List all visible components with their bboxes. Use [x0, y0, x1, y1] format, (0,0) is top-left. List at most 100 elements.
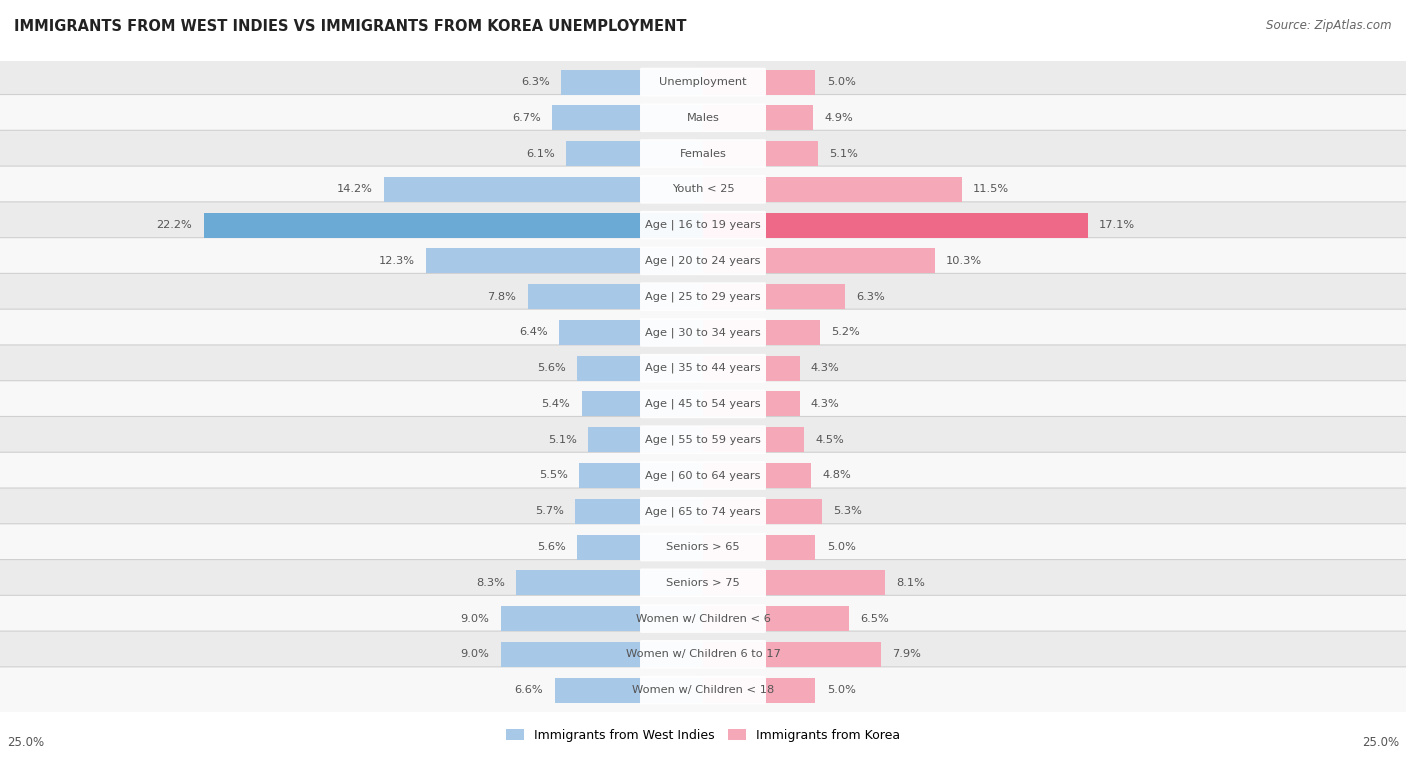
Text: Age | 16 to 19 years: Age | 16 to 19 years	[645, 220, 761, 230]
Text: Age | 35 to 44 years: Age | 35 to 44 years	[645, 363, 761, 373]
Bar	[565, 141, 703, 166]
Text: Source: ZipAtlas.com: Source: ZipAtlas.com	[1267, 19, 1392, 32]
Text: 5.6%: 5.6%	[537, 542, 565, 552]
Bar	[703, 427, 804, 452]
Text: 5.4%: 5.4%	[541, 399, 571, 409]
Bar	[703, 70, 815, 95]
Bar	[703, 606, 849, 631]
Bar	[703, 320, 820, 345]
FancyBboxPatch shape	[0, 202, 1406, 248]
Text: Unemployment: Unemployment	[659, 77, 747, 87]
Bar	[575, 499, 703, 524]
Text: 8.1%: 8.1%	[897, 578, 925, 587]
Bar	[204, 213, 703, 238]
FancyBboxPatch shape	[0, 452, 1406, 499]
Text: 4.3%: 4.3%	[811, 399, 839, 409]
Text: 6.1%: 6.1%	[526, 148, 554, 158]
Bar	[703, 678, 815, 702]
Text: 10.3%: 10.3%	[946, 256, 981, 266]
Text: Age | 45 to 54 years: Age | 45 to 54 years	[645, 399, 761, 410]
Bar	[703, 356, 800, 381]
Text: Age | 65 to 74 years: Age | 65 to 74 years	[645, 506, 761, 516]
FancyBboxPatch shape	[0, 524, 1406, 570]
FancyBboxPatch shape	[0, 309, 1406, 356]
Bar	[703, 177, 962, 202]
Text: Seniors > 65: Seniors > 65	[666, 542, 740, 552]
Bar	[527, 284, 703, 309]
Bar	[703, 213, 1088, 238]
Text: 7.8%: 7.8%	[488, 291, 516, 301]
FancyBboxPatch shape	[640, 676, 766, 705]
Bar	[703, 391, 800, 416]
Text: 14.2%: 14.2%	[336, 185, 373, 195]
Text: 6.4%: 6.4%	[519, 328, 548, 338]
Text: 25.0%: 25.0%	[1362, 737, 1399, 749]
Text: 5.1%: 5.1%	[830, 148, 858, 158]
FancyBboxPatch shape	[640, 247, 766, 276]
FancyBboxPatch shape	[640, 139, 766, 168]
Text: 6.6%: 6.6%	[515, 685, 543, 695]
Text: Age | 30 to 34 years: Age | 30 to 34 years	[645, 327, 761, 338]
Text: Males: Males	[686, 113, 720, 123]
FancyBboxPatch shape	[0, 559, 1406, 606]
Text: 7.9%: 7.9%	[891, 650, 921, 659]
Text: 5.2%: 5.2%	[831, 328, 860, 338]
Text: 6.3%: 6.3%	[856, 291, 884, 301]
Text: 4.3%: 4.3%	[811, 363, 839, 373]
Bar	[703, 642, 880, 667]
Bar	[553, 105, 703, 130]
FancyBboxPatch shape	[640, 67, 766, 96]
Text: Age | 20 to 24 years: Age | 20 to 24 years	[645, 256, 761, 266]
FancyBboxPatch shape	[0, 59, 1406, 105]
Bar	[384, 177, 703, 202]
Text: Women w/ Children < 18: Women w/ Children < 18	[631, 685, 775, 695]
Bar	[582, 391, 703, 416]
Bar	[588, 427, 703, 452]
FancyBboxPatch shape	[640, 604, 766, 633]
FancyBboxPatch shape	[640, 354, 766, 382]
Bar	[501, 642, 703, 667]
Text: 4.8%: 4.8%	[823, 471, 851, 481]
Bar	[703, 463, 811, 488]
FancyBboxPatch shape	[0, 381, 1406, 427]
Bar	[576, 534, 703, 559]
Bar	[554, 678, 703, 702]
Bar	[516, 570, 703, 595]
Text: Youth < 25: Youth < 25	[672, 185, 734, 195]
Bar	[703, 105, 813, 130]
Legend: Immigrants from West Indies, Immigrants from Korea: Immigrants from West Indies, Immigrants …	[501, 724, 905, 747]
FancyBboxPatch shape	[0, 595, 1406, 642]
Text: 4.9%: 4.9%	[824, 113, 853, 123]
Bar	[703, 534, 815, 559]
Bar	[579, 463, 703, 488]
Text: 5.1%: 5.1%	[548, 435, 576, 444]
Text: Women w/ Children < 6: Women w/ Children < 6	[636, 614, 770, 624]
Text: 22.2%: 22.2%	[156, 220, 193, 230]
FancyBboxPatch shape	[640, 390, 766, 419]
Bar	[501, 606, 703, 631]
Text: Seniors > 75: Seniors > 75	[666, 578, 740, 587]
Text: 5.0%: 5.0%	[827, 685, 856, 695]
Text: 5.7%: 5.7%	[534, 506, 564, 516]
FancyBboxPatch shape	[640, 104, 766, 132]
Text: Age | 60 to 64 years: Age | 60 to 64 years	[645, 470, 761, 481]
FancyBboxPatch shape	[0, 130, 1406, 177]
Bar	[703, 141, 818, 166]
FancyBboxPatch shape	[0, 238, 1406, 284]
Text: Women w/ Children 6 to 17: Women w/ Children 6 to 17	[626, 650, 780, 659]
FancyBboxPatch shape	[640, 210, 766, 239]
Text: Age | 55 to 59 years: Age | 55 to 59 years	[645, 435, 761, 445]
Bar	[703, 570, 886, 595]
Text: 11.5%: 11.5%	[973, 185, 1010, 195]
Text: Females: Females	[679, 148, 727, 158]
Text: 5.5%: 5.5%	[538, 471, 568, 481]
Text: 4.5%: 4.5%	[815, 435, 844, 444]
Text: 9.0%: 9.0%	[460, 650, 489, 659]
FancyBboxPatch shape	[640, 640, 766, 668]
FancyBboxPatch shape	[0, 488, 1406, 534]
Bar	[703, 248, 935, 273]
Bar	[426, 248, 703, 273]
Text: 6.3%: 6.3%	[522, 77, 550, 87]
FancyBboxPatch shape	[0, 273, 1406, 320]
FancyBboxPatch shape	[0, 166, 1406, 213]
